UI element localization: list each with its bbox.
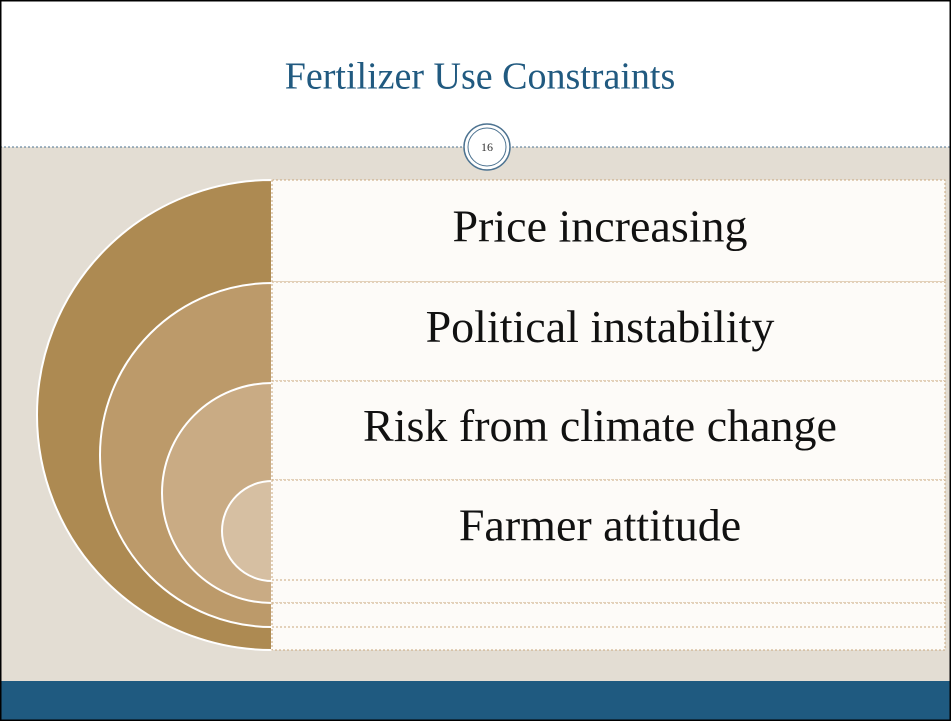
item-box <box>271 179 946 283</box>
empty-row <box>271 626 946 651</box>
page-number: 16 <box>481 140 493 154</box>
slide-title: Fertilizer Use Constraints <box>285 56 675 98</box>
item-label: Farmer attitude <box>459 500 741 551</box>
arcs <box>36 178 273 652</box>
item-label: Price increasing <box>452 201 747 252</box>
item-label: Political instability <box>426 301 775 352</box>
item-box <box>271 380 946 481</box>
arc-4 <box>221 479 273 583</box>
empty-row <box>271 602 946 628</box>
footer-bar <box>0 681 951 721</box>
rows: Price increasing Political instability Ris… <box>271 179 946 651</box>
item-label: Risk from climate change <box>363 400 837 451</box>
empty-row <box>271 579 946 604</box>
page-number-ring <box>467 127 507 167</box>
item-box <box>271 479 946 581</box>
